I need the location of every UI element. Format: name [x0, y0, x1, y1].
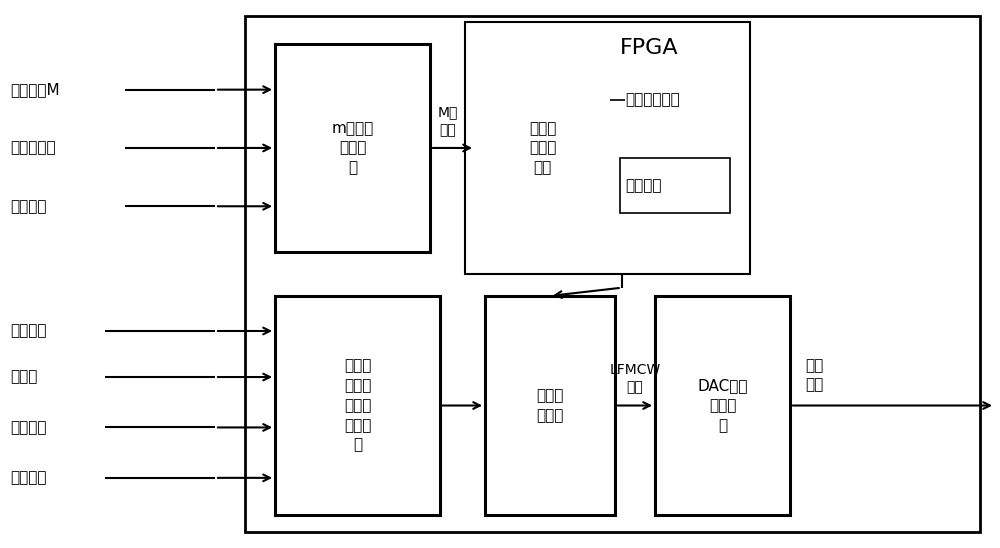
Text: 随机截断脉冲: 随机截断脉冲: [625, 93, 680, 107]
Bar: [620, 158, 730, 213]
Bar: [465, 22, 750, 274]
Text: 截断脉
冲产生
模块: 截断脉 冲产生 模块: [529, 121, 556, 175]
Text: 码元个数M: 码元个数M: [10, 82, 60, 97]
Text: LFMCW
波形: LFMCW 波形: [609, 363, 661, 395]
Text: DAC数模
转换模
块: DAC数模 转换模 块: [697, 378, 748, 433]
Text: 起始频率: 起始频率: [10, 323, 46, 339]
Text: 模拟
信号: 模拟 信号: [805, 358, 823, 392]
Bar: [475, 44, 610, 252]
Text: 时序调
整模块: 时序调 整模块: [536, 388, 564, 423]
Bar: [655, 296, 790, 515]
Bar: [275, 296, 440, 515]
Text: 信号带宽: 信号带宽: [10, 420, 46, 435]
Bar: [275, 44, 430, 252]
Text: 采样率: 采样率: [10, 369, 37, 385]
Text: m序列码
产生模
块: m序列码 产生模 块: [331, 121, 374, 175]
Bar: [245, 16, 980, 532]
Text: M序
列码: M序 列码: [437, 106, 458, 137]
Text: 脉冲使能: 脉冲使能: [625, 178, 662, 193]
Text: 信号脉宽: 信号脉宽: [10, 470, 46, 486]
Text: 序列码周期: 序列码周期: [10, 140, 56, 156]
Text: 码元宽度: 码元宽度: [10, 199, 46, 214]
Text: 线性调
频连续
波信号
产生模
块: 线性调 频连续 波信号 产生模 块: [344, 358, 371, 453]
Bar: [485, 296, 615, 515]
Text: FPGA: FPGA: [620, 38, 679, 58]
